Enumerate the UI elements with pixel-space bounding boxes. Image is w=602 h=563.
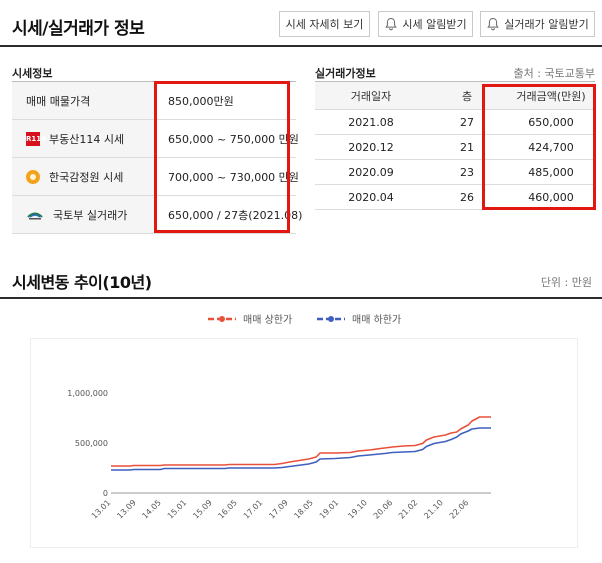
x-tick-label: 21.02 xyxy=(397,498,420,521)
legend-lower-label: 매매 하한가 xyxy=(352,315,402,326)
data-source: 출처 : 국토교통부 xyxy=(513,67,595,80)
table-row: 한국감정원 시세 700,000 ~ 730,000 만원 xyxy=(12,158,299,196)
table-cell: 2020.04 xyxy=(348,190,394,204)
table-cell: 2021.08 xyxy=(348,115,394,129)
x-tick-label: 19.10 xyxy=(346,498,369,521)
price-detail-button[interactable]: 시세 자세히 보기 xyxy=(279,11,370,37)
x-tick-label: 15.01 xyxy=(166,498,189,521)
x-tick-label: 17.01 xyxy=(242,498,265,521)
price-info-table: 매매 매물가격 850,000만원 R114 부동산114 시세 650,000… xyxy=(12,81,303,234)
x-tick-label: 21.10 xyxy=(422,498,445,521)
row-label: 한국감정원 시세 xyxy=(12,158,154,195)
table-row: 2020.09 23 485,000 xyxy=(315,160,595,185)
y-tick-label: 1,000,000 xyxy=(67,389,108,398)
table-row: 2020.12 21 424,700 xyxy=(315,135,595,160)
legend-item-lower[interactable]: 매매 하한가 xyxy=(316,311,401,326)
kab-logo-icon xyxy=(26,169,40,184)
column-header: 거래일자 xyxy=(350,89,392,103)
upper-price-line xyxy=(111,416,491,467)
column-header: 층 xyxy=(461,89,473,103)
x-tick-label: 20.06 xyxy=(372,498,395,521)
row-label-text: 매매 매물가격 xyxy=(26,94,91,108)
bell-icon xyxy=(487,17,499,31)
legend-upper-marker-icon xyxy=(208,315,236,322)
table-row: 국토부 실거래가 650,000 / 27층(2021.08) xyxy=(12,196,303,234)
price-detail-button-label: 시세 자세히 보기 xyxy=(285,18,364,31)
price-alert-button-label: 시세 알림받기 xyxy=(402,18,467,31)
highlight-box xyxy=(482,84,596,210)
table-cell: 2020.12 xyxy=(348,140,394,154)
x-tick-label: 16.05 xyxy=(216,498,239,521)
column-header: 거래금액(만원) xyxy=(516,89,586,103)
row-label-text: 국토부 실거래가 xyxy=(53,208,128,222)
row-label-text: 부동산114 시세 xyxy=(49,132,125,146)
r114-logo-icon: R114 xyxy=(26,131,46,146)
legend-lower-marker-icon xyxy=(317,315,345,322)
row-label: R114 부동산114 시세 xyxy=(12,120,154,157)
legend-upper-label: 매매 상한가 xyxy=(243,315,293,326)
row-label: 국토부 실거래가 xyxy=(12,196,154,233)
table-row: 매매 매물가격 850,000만원 xyxy=(12,82,296,120)
x-tick-label: 15.09 xyxy=(191,498,214,521)
x-tick-label: 13.09 xyxy=(115,498,138,521)
row-value: 650,000 ~ 750,000 만원 xyxy=(168,132,299,146)
header-divider xyxy=(0,45,602,47)
price-info-heading: 시세정보 xyxy=(12,67,53,80)
table-row: 2020.04 26 460,000 xyxy=(315,185,595,210)
table-cell: 27 xyxy=(460,115,474,129)
molit-logo-icon xyxy=(27,212,43,219)
row-label: 매매 매물가격 xyxy=(12,82,154,119)
legend-item-upper[interactable]: 매매 상한가 xyxy=(207,311,292,326)
row-label-text: 한국감정원 시세 xyxy=(49,170,124,184)
trend-title: 시세변동 추이(10년) xyxy=(12,273,152,292)
real-price-heading: 실거래가정보 xyxy=(315,67,376,80)
y-tick-label: 500,000 xyxy=(75,439,108,448)
table-cell: 21 xyxy=(460,140,474,154)
row-value: 850,000만원 xyxy=(168,94,234,108)
table-cell: 485,000 xyxy=(528,165,574,179)
table-row: 2021.08 27 650,000 xyxy=(315,110,595,135)
section-divider xyxy=(0,297,602,299)
table-cell: 23 xyxy=(460,165,474,179)
real-price-table: 거래일자 층 거래금액(만원) 2021.08 27 650,000 2020.… xyxy=(315,81,595,210)
highlight-box xyxy=(154,81,290,233)
trend-chart: 0 500,000 1,000,000 13.01 13.09 14.05 15.01 15.… xyxy=(67,389,491,521)
unit-label: 단위 : 만원 xyxy=(540,276,592,289)
table-row: R114 부동산114 시세 650,000 ~ 750,000 만원 xyxy=(12,120,299,158)
price-alert-button[interactable]: 시세 알림받기 xyxy=(378,11,473,37)
x-tick-label: 14.05 xyxy=(140,498,163,521)
lower-price-line xyxy=(111,427,491,471)
row-value: 700,000 ~ 730,000 만원 xyxy=(168,170,299,184)
y-tick-label: 0 xyxy=(103,489,108,498)
row-value: 650,000 / 27층(2021.08) xyxy=(168,208,303,222)
chart-container: 0 500,000 1,000,000 13.01 13.09 14.05 15.01 15.… xyxy=(30,338,578,548)
table-cell: 650,000 xyxy=(528,115,574,129)
page-title: 시세/실거래가 정보 xyxy=(12,19,145,39)
table-cell: 2020.09 xyxy=(348,165,394,179)
x-tick-label: 19.01 xyxy=(318,498,341,521)
x-tick-label: 13.01 xyxy=(90,498,113,521)
x-tick-label: 17.09 xyxy=(267,498,290,521)
x-tick-label: 18.05 xyxy=(292,498,315,521)
table-cell: 424,700 xyxy=(528,140,574,154)
x-tick-label: 22.06 xyxy=(448,498,471,521)
table-cell: 26 xyxy=(460,190,474,204)
table-cell: 460,000 xyxy=(528,190,574,204)
real-price-alert-button-label: 실거래가 알림받기 xyxy=(504,18,589,31)
bell-icon xyxy=(385,17,398,31)
real-price-alert-button[interactable]: 실거래가 알림받기 xyxy=(480,11,595,37)
